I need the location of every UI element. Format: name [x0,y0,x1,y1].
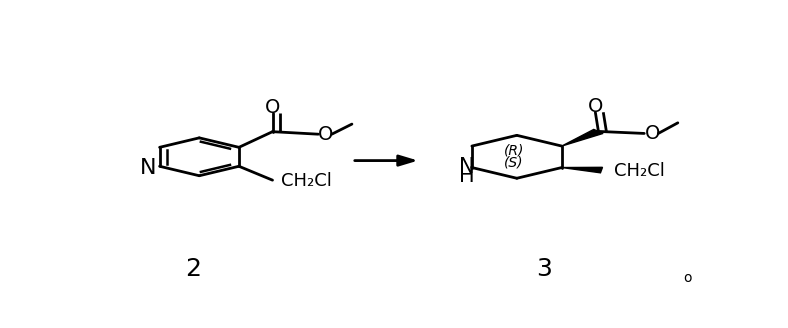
Text: 3: 3 [537,257,552,281]
Text: O: O [645,124,660,143]
Text: O: O [265,98,281,117]
Text: o: o [683,271,692,285]
Text: (R): (R) [504,143,524,157]
Polygon shape [562,130,603,146]
Text: N: N [459,157,474,177]
Text: CH₂Cl: CH₂Cl [281,172,332,190]
Text: O: O [318,125,333,144]
Text: 2: 2 [185,257,201,281]
Text: H: H [459,166,475,186]
Text: CH₂Cl: CH₂Cl [614,162,665,180]
Polygon shape [562,167,603,173]
Text: (S): (S) [504,155,523,169]
Text: O: O [588,97,603,116]
Text: N: N [140,157,157,177]
